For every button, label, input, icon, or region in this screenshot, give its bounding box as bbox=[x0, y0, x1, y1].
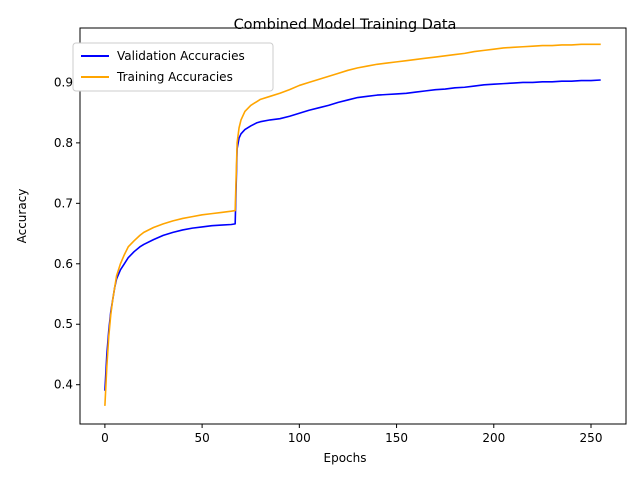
y-tick-label: 0.4 bbox=[54, 378, 73, 392]
y-axis-title: Accuracy bbox=[15, 189, 29, 244]
legend-label-validation: Validation Accuracies bbox=[117, 49, 245, 63]
series-line-validation bbox=[104, 79, 601, 391]
legend: Validation Accuracies Training Accuracie… bbox=[72, 42, 274, 92]
x-axis-ticks: 0 50 100 150 200 250 bbox=[101, 424, 602, 445]
series-line-training bbox=[104, 43, 601, 406]
chart-title: Combined Model Training Data bbox=[234, 17, 457, 33]
x-tick-label: 150 bbox=[385, 431, 408, 445]
x-tick-label: 100 bbox=[288, 431, 311, 445]
plot-frame bbox=[79, 27, 627, 425]
y-tick-label: 0.8 bbox=[54, 136, 73, 150]
y-tick-label: 0.9 bbox=[54, 75, 73, 89]
y-tick-label: 0.5 bbox=[54, 317, 73, 331]
legend-box bbox=[72, 42, 274, 92]
x-axis-title: Epochs bbox=[324, 451, 367, 465]
plot-layer bbox=[104, 43, 601, 406]
y-tick-label: 0.7 bbox=[54, 196, 73, 210]
y-tick-label: 0.6 bbox=[54, 257, 73, 271]
x-tick-label: 250 bbox=[580, 431, 603, 445]
x-tick-label: 200 bbox=[482, 431, 505, 445]
x-tick-label: 50 bbox=[194, 431, 209, 445]
legend-label-training: Training Accuracies bbox=[116, 70, 233, 84]
y-axis-ticks: 0.4 0.5 0.6 0.7 0.8 0.9 bbox=[54, 75, 80, 392]
x-tick-label: 0 bbox=[101, 431, 109, 445]
